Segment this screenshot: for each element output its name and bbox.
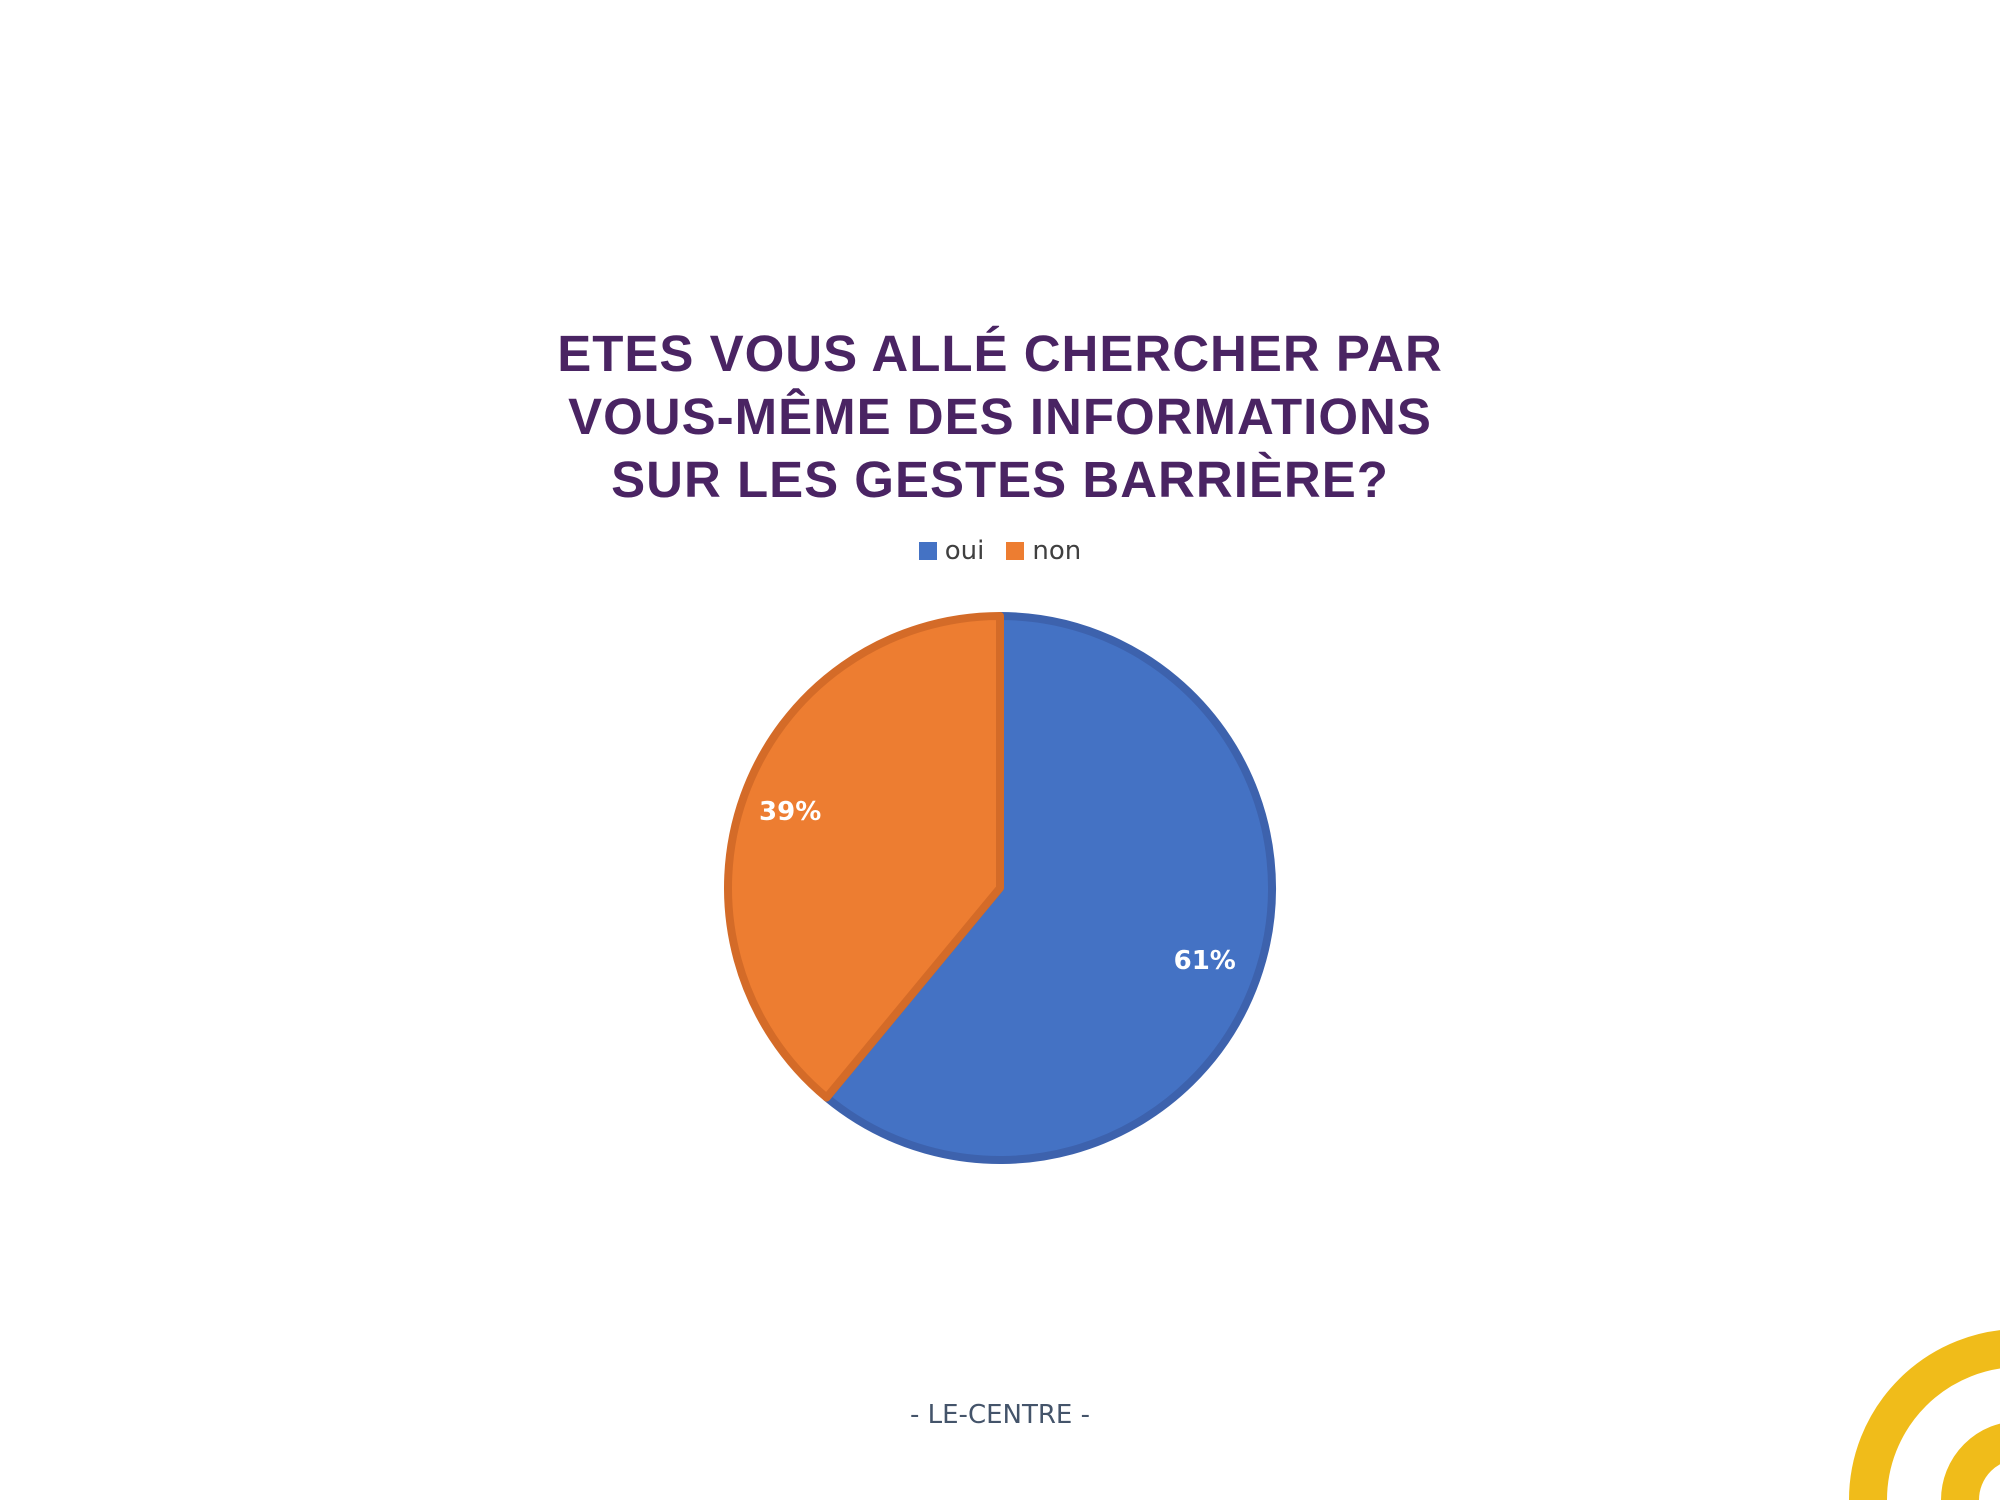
legend-label-oui: oui: [944, 536, 985, 566]
legend-swatch-oui: [918, 542, 937, 560]
chart-title-line: VOUS-MÊME DES INFORMATIONS: [568, 388, 1432, 445]
chart-title: ETES VOUS ALLÉ CHERCHER PAR VOUS-MÊME DE…: [420, 322, 1580, 511]
chart-title-line: ETES VOUS ALLÉ CHERCHER PAR: [557, 325, 1443, 382]
pie-slices: [724, 612, 1276, 1164]
data-label-oui: 61%: [1174, 946, 1236, 976]
legend-label-non: non: [1032, 536, 1082, 566]
legend-swatch-non: [1006, 542, 1025, 560]
legend-item-oui: oui: [918, 536, 985, 566]
pie-slice-oui: [822, 612, 1276, 1164]
pie-labels: 61% 39%: [759, 797, 1236, 976]
legend-item-non: non: [1006, 536, 1081, 566]
pie-slice-non: [724, 612, 1004, 1102]
data-label-non: 39%: [759, 797, 821, 827]
chart-legend: oui non: [0, 536, 2000, 566]
chart-title-line: SUR LES GESTES BARRIÈRE?: [611, 451, 1389, 508]
footer-text: - LE-CENTRE -: [910, 1400, 1090, 1430]
